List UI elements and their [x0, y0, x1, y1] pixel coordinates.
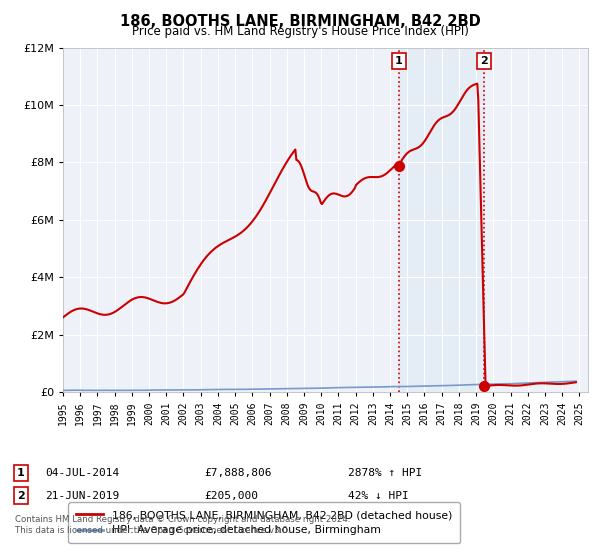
Text: 2: 2	[17, 491, 25, 501]
Text: £205,000: £205,000	[204, 491, 258, 501]
Bar	[398, 48, 484, 392]
Text: 42% ↓ HPI: 42% ↓ HPI	[348, 491, 409, 501]
Text: £7,888,806: £7,888,806	[204, 468, 271, 478]
Text: Contains HM Land Registry data © Crown copyright and database right 2024.: Contains HM Land Registry data © Crown c…	[15, 515, 350, 524]
Text: Price paid vs. HM Land Registry's House Price Index (HPI): Price paid vs. HM Land Registry's House …	[131, 25, 469, 38]
Text: This data is licensed under the Open Government Licence v3.0.: This data is licensed under the Open Gov…	[15, 526, 290, 535]
Text: 2878% ↑ HPI: 2878% ↑ HPI	[348, 468, 422, 478]
Legend: 186, BOOTHS LANE, BIRMINGHAM, B42 2BD (detached house), HPI: Average price, deta: 186, BOOTHS LANE, BIRMINGHAM, B42 2BD (d…	[68, 502, 460, 543]
Text: 1: 1	[17, 468, 25, 478]
Text: 21-JUN-2019: 21-JUN-2019	[45, 491, 119, 501]
Text: 1: 1	[395, 56, 403, 66]
Text: 04-JUL-2014: 04-JUL-2014	[45, 468, 119, 478]
Text: 186, BOOTHS LANE, BIRMINGHAM, B42 2BD: 186, BOOTHS LANE, BIRMINGHAM, B42 2BD	[119, 14, 481, 29]
Text: 2: 2	[481, 56, 488, 66]
